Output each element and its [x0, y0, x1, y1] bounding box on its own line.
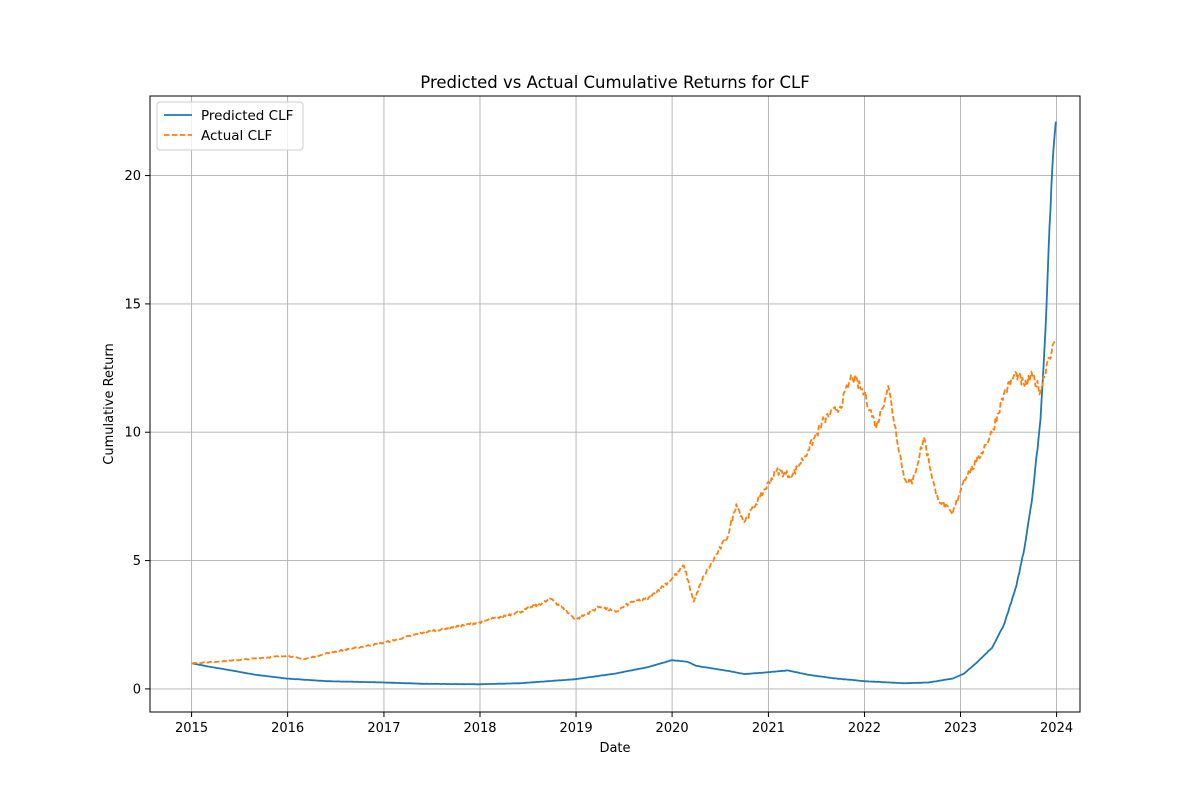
grid-lines [150, 96, 1080, 712]
series-line-actual [191, 339, 1057, 665]
x-tick-label: 2022 [848, 721, 881, 736]
x-tick-label: 2020 [656, 721, 689, 736]
x-tick-label: 2016 [271, 721, 304, 736]
legend-box [156, 101, 304, 151]
series-lines [191, 121, 1057, 686]
plot-frame [149, 95, 1081, 713]
x-axis-label: Date [599, 741, 630, 756]
x-tick-label: 2023 [944, 721, 977, 736]
y-tick-label: 10 [124, 426, 141, 441]
chart-title: Predicted vs Actual Cumulative Returns f… [420, 73, 809, 92]
y-tick-label: 15 [124, 297, 141, 312]
x-tick-label: 2019 [560, 721, 593, 736]
y-tick-label: 0 [133, 682, 141, 697]
x-tick-label: 2024 [1040, 721, 1073, 736]
x-tick-label: 2018 [463, 721, 496, 736]
x-tick-label: 2015 [175, 721, 208, 736]
y-tick-label: 20 [124, 169, 141, 184]
legend: Predicted CLF Actual CLF [156, 101, 304, 151]
x-tick-label: 2021 [752, 721, 785, 736]
legend-label-predicted: Predicted CLF [201, 108, 293, 124]
y-axis: 0 5 10 15 20 [124, 169, 150, 697]
legend-label-actual: Actual CLF [201, 128, 272, 144]
x-tick-label: 2017 [367, 721, 400, 736]
series-line-predicted [191, 121, 1057, 686]
x-axis: 2015 2016 2017 2018 2019 2020 2021 2022 2023 2024 [175, 712, 1073, 736]
y-tick-label: 5 [133, 554, 141, 569]
y-axis-label: Cumulative Return [102, 343, 117, 464]
